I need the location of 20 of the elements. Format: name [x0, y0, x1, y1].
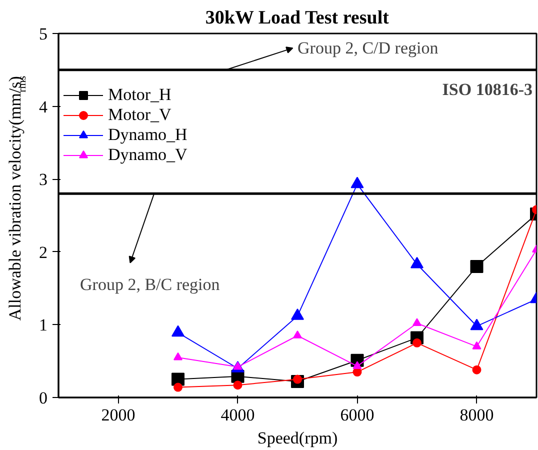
y-tick-label: 3	[39, 170, 48, 190]
y-tick-label: 0	[39, 388, 48, 408]
legend-label: Motor_H	[108, 85, 172, 105]
y-tick-label: 5	[39, 24, 48, 44]
x-tick-label: 8000	[460, 406, 494, 424]
x-tick-label: 4000	[220, 406, 255, 424]
legend-label: Dynamo_V	[108, 145, 188, 165]
chart-title: 30kW Load Test result	[205, 8, 390, 28]
legend-label: Dynamo_H	[108, 125, 188, 145]
legend-label: Group 2, C/D region	[298, 38, 439, 58]
ref-line-label: Group 2, B/C region	[80, 275, 220, 294]
y-tick-label: 4	[39, 97, 48, 116]
x-tick-label: 2000	[101, 406, 136, 424]
x-axis-title: Speed(rpm)	[257, 428, 338, 448]
y-tick-label: 2	[39, 242, 48, 262]
legend-label: Motor_V	[108, 105, 172, 125]
y-tick-label: 1	[39, 316, 48, 335]
y-axis-title: Allowable vibration velocity(mm/s)rms	[5, 76, 29, 321]
annotation: ISO 10816-3	[442, 80, 533, 100]
x-tick-label: 6000	[340, 406, 374, 424]
